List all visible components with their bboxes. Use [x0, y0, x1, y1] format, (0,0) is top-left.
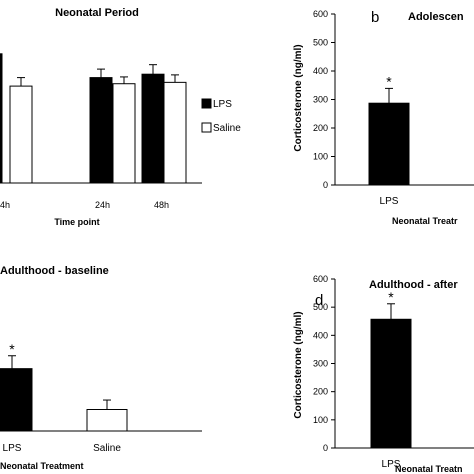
panel-b-xlabel: Neonatal Treatr	[392, 216, 458, 226]
panel-c-cat-lps: LPS	[3, 443, 22, 454]
panel-b-tick-label-400: 400	[313, 66, 328, 76]
panel-b-tick-label-500: 500	[313, 38, 328, 48]
panel-d-xlabel: Neonatal Treatn	[395, 464, 463, 474]
legend-lps-swatch	[201, 98, 212, 109]
panel-d-tick-label-500: 500	[313, 302, 328, 312]
panel-b-tick-label-0: 0	[323, 180, 328, 190]
panel-b-cat-lps: LPS	[380, 196, 399, 207]
panel-a-tick-24h: 24h	[95, 200, 110, 210]
panel-d-title: Adulthood - after	[369, 279, 458, 291]
panel-c: Adulthood - baseline * LPS Saline Neonat…	[0, 265, 202, 471]
legend-lps-label: LPS	[213, 99, 232, 110]
panel-a-bar-saline-24h	[112, 83, 136, 184]
panel-b-bar-lps	[368, 102, 410, 186]
panel-b-tick-label-200: 200	[313, 123, 328, 133]
panel-b-letter: b	[371, 9, 379, 26]
panel-c-bars: *	[0, 341, 128, 432]
panel-b-tick-label-300: 300	[313, 95, 328, 105]
panel-a-bar-saline-48h	[163, 81, 187, 184]
panel-a-title: Neonatal Period	[55, 7, 139, 19]
panel-d-tick-label-600: 600	[313, 274, 328, 284]
panel-c-xlabel: Neonatal Treatment	[0, 461, 84, 471]
panel-b-tick-label-600: 600	[313, 9, 328, 19]
panel-d: d Adulthood - after Corticosterone (ng/m…	[293, 274, 474, 474]
panel-a-bar-lps-48h	[141, 73, 165, 184]
panel-d-letter: d	[315, 292, 323, 309]
panel-b-ylabel: Corticosterone (ng/ml)	[293, 44, 304, 151]
legend-saline-swatch	[201, 122, 212, 133]
panel-d-tick-label-400: 400	[313, 330, 328, 340]
panel-b: b Adolescen Corticosterone (ng/ml) 0 100 2…	[293, 9, 474, 226]
panel-d-tick-label-200: 200	[313, 387, 328, 397]
panel-c-bar-lps	[0, 368, 33, 432]
panel-b-y-ticks: 0 100 200 300 400 500 600	[313, 9, 335, 190]
panel-d-significance-star: *	[388, 289, 394, 305]
panel-a-tick-48h: 48h	[154, 200, 169, 210]
panel-d-cat-lps: LPS	[382, 459, 401, 470]
panel-d-tick-label-300: 300	[313, 359, 328, 369]
panel-d-bar-lps	[370, 318, 412, 449]
panel-a-xlabel: Time point	[54, 217, 99, 227]
panel-d-tick-label-100: 100	[313, 415, 328, 425]
panel-a-tick-4h: 4h	[0, 200, 10, 210]
panel-a-bar-saline-4h	[9, 85, 33, 184]
panel-b-title: Adolescen	[408, 11, 464, 23]
panel-c-significance-star: *	[9, 341, 15, 357]
legend-saline-label: Saline	[213, 123, 241, 134]
panel-d-bars: *	[370, 289, 412, 449]
panel-c-title: Adulthood - baseline	[0, 265, 109, 277]
panel-b-significance-star: *	[386, 73, 392, 89]
panel-b-tick-label-100: 100	[313, 152, 328, 162]
panel-d-ylabel: Corticosterone (ng/ml)	[293, 311, 304, 418]
panel-d-tick-label-0: 0	[323, 443, 328, 453]
panel-a-bar-lps-4h	[0, 53, 3, 184]
panel-d-y-ticks: 0 100 200 300 400 500 600	[313, 274, 335, 453]
panel-a-bars	[0, 53, 187, 184]
panel-a-bar-lps-24h	[89, 77, 113, 184]
panel-c-bar-saline	[86, 409, 128, 432]
panel-c-cat-saline: Saline	[93, 443, 121, 454]
panel-a: Neonatal Period 4h 24h 48h Time point LP…	[0, 7, 241, 227]
panel-b-bars: *	[368, 73, 410, 186]
